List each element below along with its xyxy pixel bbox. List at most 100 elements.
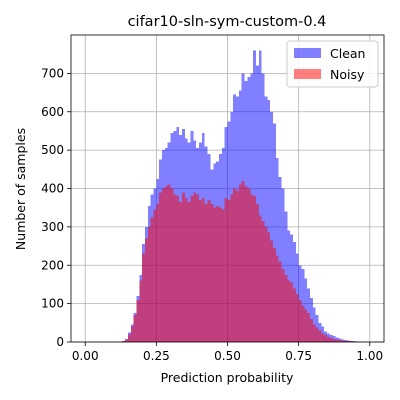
clean-bar [347, 340, 350, 342]
clean-bar [278, 176, 282, 342]
noisy-bar [261, 221, 265, 342]
noisy-bar [199, 200, 202, 342]
clean-bar [258, 50, 262, 342]
noisy-bar [150, 217, 154, 342]
noisy-bar [341, 340, 345, 342]
y-axis-ticks: 0 100 200 300 400 500 600 700 [41, 66, 71, 349]
noisy-bar [142, 253, 145, 342]
y-tick-label: 300 [41, 220, 64, 234]
noisy-bar [173, 194, 177, 342]
noisy-bar [179, 201, 182, 342]
noisy-bar [312, 324, 316, 342]
y-tick-label: 200 [41, 258, 64, 272]
noisy-bar [247, 188, 251, 342]
noisy-bar [281, 269, 285, 342]
noisy-bar [273, 247, 276, 342]
noisy-bar [187, 201, 191, 342]
legend-swatch-clean [294, 48, 321, 58]
x-tick-label: 0.50 [214, 349, 241, 363]
clean-bar [264, 96, 268, 343]
noisy-bar [324, 335, 328, 342]
x-axis-label: Prediction probability [161, 370, 294, 385]
noisy-bar [284, 274, 288, 342]
noisy-bar [181, 192, 185, 342]
noisy-bar [147, 226, 151, 342]
noisy-bar [290, 282, 293, 342]
noisy-bar [244, 186, 248, 342]
clean-bar [253, 50, 256, 342]
noisy-bar [264, 226, 268, 342]
y-tick-label: 700 [41, 66, 64, 80]
noisy-bar [310, 318, 313, 342]
noisy-bar [287, 280, 291, 342]
noisy-bar [156, 203, 160, 342]
noisy-bar [213, 207, 217, 342]
noisy-bar [338, 340, 342, 342]
clean-bar [281, 188, 285, 342]
y-tick-label: 0 [56, 335, 64, 349]
noisy-bar [216, 205, 219, 342]
x-tick-label: 0.75 [285, 349, 312, 363]
noisy-bar [204, 203, 208, 342]
legend-label-clean: Clean [330, 46, 365, 61]
noisy-bar [307, 313, 311, 342]
noisy-bar [218, 207, 222, 342]
noisy-bar [130, 326, 134, 342]
noisy-bar [221, 209, 225, 342]
y-tick-label: 100 [41, 297, 64, 311]
x-tick-label: 0.25 [143, 349, 170, 363]
noisy-bar [224, 198, 228, 342]
clean-bar [273, 123, 276, 342]
noisy-bar [230, 194, 234, 342]
noisy-bar [236, 190, 239, 342]
noisy-bar [233, 188, 237, 342]
noisy-bar [318, 330, 322, 342]
noisy-bar [258, 215, 262, 342]
x-tick-label: 1.00 [356, 349, 383, 363]
noisy-bar [201, 198, 205, 342]
noisy-bar [196, 194, 200, 342]
noisy-bar [298, 299, 302, 342]
noisy-bar [133, 315, 137, 342]
noisy-bar [267, 232, 271, 342]
chart-title: cifar10-sln-sym-custom-0.4 [128, 14, 327, 30]
clean-bar [267, 100, 271, 342]
noisy-bar [275, 255, 279, 342]
y-axis-label: Number of samples [13, 128, 28, 250]
y-tick-label: 400 [41, 182, 64, 196]
noisy-bar [122, 340, 126, 342]
noisy-bar [238, 184, 242, 342]
noisy-bar [144, 238, 148, 342]
noisy-bar [329, 338, 333, 342]
noisy-bar [170, 188, 174, 342]
noisy-bar [184, 198, 188, 342]
clean-bar [275, 157, 279, 342]
noisy-bar [162, 188, 165, 342]
legend: Clean Noisy [286, 40, 379, 88]
noisy-bar [321, 333, 325, 342]
noisy-bar [301, 305, 305, 342]
noisy-bar [176, 196, 180, 342]
noisy-bar [167, 184, 171, 342]
noisy-bar [315, 327, 319, 342]
noisy-bar [295, 294, 299, 342]
noisy-bar [270, 240, 274, 342]
noisy-bar [255, 203, 259, 342]
clean-bar [270, 111, 274, 342]
noisy-bar [190, 196, 194, 342]
x-axis-ticks: 0.00 0.25 0.50 0.75 1.00 [72, 342, 383, 363]
noisy-bar [327, 337, 330, 342]
clean-bar [255, 65, 259, 342]
noisy-bar [253, 196, 256, 342]
noisy-bar [344, 340, 348, 342]
noisy-bar [136, 299, 140, 342]
noisy-bar [250, 194, 254, 342]
legend-label-noisy: Noisy [330, 67, 365, 82]
noisy-bar [335, 339, 339, 342]
noisy-bar [207, 200, 211, 342]
noisy-bar [127, 334, 131, 342]
noisy-bar [227, 200, 231, 342]
x-tick-label: 0.00 [72, 349, 99, 363]
noisy-bar [159, 192, 163, 342]
